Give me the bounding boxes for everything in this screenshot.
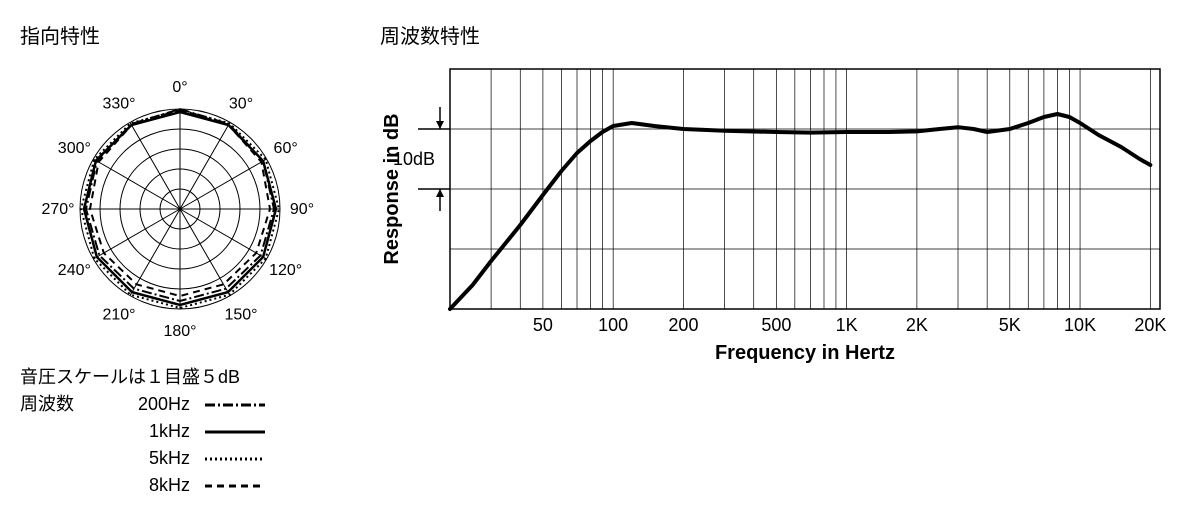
svg-text:300°: 300° — [58, 140, 91, 157]
svg-text:30°: 30° — [229, 95, 253, 112]
svg-text:5K: 5K — [999, 315, 1021, 335]
legend-swatch — [205, 397, 265, 413]
svg-text:500: 500 — [761, 315, 791, 335]
svg-text:2K: 2K — [906, 315, 928, 335]
legend-freq: 200Hz — [100, 391, 205, 418]
svg-text:200: 200 — [668, 315, 698, 335]
svg-text:20K: 20K — [1134, 315, 1166, 335]
svg-text:Frequency in Hertz: Frequency in Hertz — [715, 342, 895, 364]
svg-text:270°: 270° — [41, 201, 74, 218]
legend-freq: 5kHz — [100, 445, 205, 472]
legend-freq: 1kHz — [100, 418, 205, 445]
frequency-chart: 50 100 200 500 1K 2K 5K 10K 20K Frequency in Hert… — [380, 59, 1180, 389]
polar-title: 指向特性 — [20, 20, 340, 49]
freq-title: 周波数特性 — [380, 20, 1180, 49]
legend-swatch — [205, 478, 265, 494]
svg-text:Response in dB: Response in dB — [381, 113, 403, 264]
polar-legend: 音圧スケールは１目盛５dB 周波数200Hz1kHz5kHz8kHz — [20, 364, 340, 499]
svg-text:210°: 210° — [102, 307, 135, 324]
svg-text:180°: 180° — [163, 323, 196, 340]
legend-note: 音圧スケールは１目盛５dB — [20, 364, 340, 391]
svg-text:100: 100 — [598, 315, 628, 335]
svg-text:1K: 1K — [836, 315, 858, 335]
svg-text:60°: 60° — [274, 140, 298, 157]
polar-chart: 0° 30° 60° 90° 120° 150° 180° 210° 240° 270° 300° 3… — [20, 59, 340, 349]
legend-freq: 8kHz — [100, 472, 205, 499]
svg-text:10dB: 10dB — [393, 149, 435, 169]
svg-text:120°: 120° — [269, 262, 302, 279]
svg-text:50: 50 — [533, 315, 553, 335]
svg-text:10K: 10K — [1064, 315, 1096, 335]
legend-swatch — [205, 451, 265, 467]
legend-row: 周波数200Hz — [20, 391, 340, 418]
svg-text:0°: 0° — [172, 79, 187, 96]
svg-text:90°: 90° — [290, 201, 314, 218]
svg-text:150°: 150° — [224, 307, 257, 324]
legend-swatch — [205, 424, 265, 440]
legend-row: 8kHz — [20, 472, 340, 499]
legend-label: 周波数 — [20, 391, 100, 418]
legend-row: 1kHz — [20, 418, 340, 445]
legend-row: 5kHz — [20, 445, 340, 472]
svg-text:330°: 330° — [102, 95, 135, 112]
svg-text:240°: 240° — [58, 262, 91, 279]
